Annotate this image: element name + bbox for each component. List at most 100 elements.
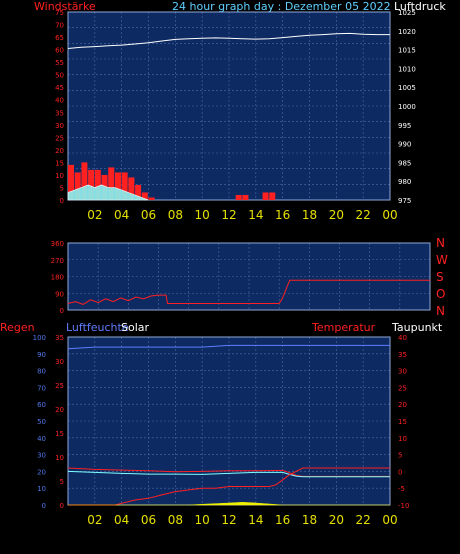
x-tick-label: 10: [195, 513, 210, 527]
x-tick-label: 18: [302, 513, 317, 527]
direction-letter-o: O: [436, 287, 446, 301]
regen-label: Regen: [0, 321, 35, 334]
y-tick-left: 45: [55, 84, 64, 92]
y-tick-right: 1010: [398, 65, 416, 73]
x-tick-label: 20: [329, 208, 344, 222]
x-tick-label: 16: [275, 208, 290, 222]
y-tick-right: 1005: [398, 84, 416, 92]
x-tick-label: 02: [87, 513, 102, 527]
x-tick-label: 08: [168, 208, 183, 222]
y-tick-right: 985: [398, 159, 411, 167]
wind-direction-line: [67, 279, 430, 305]
y-tick-left: 10: [37, 485, 46, 493]
y-tick-left2: 0: [60, 502, 64, 510]
y-tick-left: 50: [55, 72, 64, 80]
y-tick-left: 35: [55, 109, 64, 117]
y-tick-left: 60: [37, 401, 46, 409]
y-tick-right: 15: [398, 418, 407, 426]
x-tick-label: 02: [87, 208, 102, 222]
y-tick-left: 70: [55, 22, 64, 30]
y-tick-right: 975: [398, 197, 411, 205]
y-tick-left2: 35: [55, 334, 64, 342]
wind-gust-bar: [88, 169, 95, 200]
wind-gust-bar: [262, 192, 269, 200]
y-tick-left: 0: [60, 197, 64, 205]
y-tick-left: 30: [37, 452, 46, 460]
x-tick-label: 12: [221, 208, 236, 222]
x-tick-label: 22: [356, 208, 371, 222]
temperatur-label: Temperatur: [312, 321, 376, 334]
solar-label: Solar: [121, 321, 150, 334]
y-tick-left: 75: [55, 9, 64, 17]
luftfeuchte-label: Luftfeuchte: [66, 321, 129, 334]
y-tick-right: 0: [398, 468, 402, 476]
x-tick-label: 06: [141, 208, 156, 222]
x-tick-label: 08: [168, 513, 183, 527]
dewpoint-line: [67, 470, 390, 478]
y-tick-left: 70: [37, 384, 46, 392]
humidity-line: [67, 344, 390, 350]
rain-line: [68, 467, 390, 506]
pressure-line: [67, 32, 390, 49]
x-tick-label: 06: [141, 513, 156, 527]
y-tick-left: 30: [55, 122, 64, 130]
x-tick-label: 00: [382, 513, 397, 527]
wind-gust-bar: [242, 194, 249, 200]
y-tick-left: 80: [37, 368, 46, 376]
wind-gust-bar: [114, 172, 121, 200]
x-tick-label: 18: [302, 208, 317, 222]
wind-gust-bar: [141, 192, 148, 200]
x-tick-label: 04: [114, 208, 129, 222]
y-tick-left2: 5: [60, 478, 64, 486]
y-tick-right: 1000: [398, 103, 416, 111]
y-tick-left: 60: [55, 47, 64, 55]
direction-letter-n-top: N: [436, 236, 445, 250]
y-tick-left: 20: [55, 147, 64, 155]
y-tick-left: 25: [55, 134, 64, 142]
y-tick-right: 20: [398, 401, 407, 409]
chart-title: 24 hour graph day : Dezember 05 2022: [172, 0, 391, 13]
y-tick-right: 10: [398, 435, 407, 443]
wind-gust-bar: [68, 164, 74, 200]
wind-gust-bar: [81, 162, 88, 200]
luftdruck-label: Luftdruck: [394, 0, 446, 13]
y-tick-left: 360: [51, 240, 64, 248]
y-tick-left: 90: [55, 290, 64, 298]
y-tick-right: 1015: [398, 47, 416, 55]
y-tick-left: 20: [37, 468, 46, 476]
direction-letter-w: W: [436, 253, 448, 267]
y-tick-left: 270: [51, 257, 64, 265]
y-tick-right: 1020: [398, 28, 416, 36]
y-tick-left: 55: [55, 59, 64, 67]
wind-gust-bar: [108, 167, 115, 200]
x-tick-label: 10: [195, 208, 210, 222]
x-tick-label: 14: [248, 513, 263, 527]
direction-letter-n-bottom: N: [436, 304, 445, 318]
x-tick-label: 14: [248, 208, 263, 222]
y-tick-left: 180: [51, 274, 64, 282]
y-tick-left: 65: [55, 34, 64, 42]
y-tick-right: 25: [398, 384, 407, 392]
y-tick-left: 0: [60, 307, 64, 315]
wind-gust-bar: [148, 197, 155, 200]
x-tick-label: 12: [221, 513, 236, 527]
y-tick-left: 50: [37, 418, 46, 426]
x-tick-label: 00: [382, 208, 397, 222]
y-tick-right: 980: [398, 178, 411, 186]
y-tick-left: 10: [55, 172, 64, 180]
wind-gust-bar: [94, 169, 101, 200]
y-tick-left: 0: [42, 502, 46, 510]
y-tick-right: -10: [398, 502, 409, 510]
x-tick-label: 04: [114, 513, 129, 527]
x-tick-label: 16: [275, 513, 290, 527]
wind-gust-bar: [135, 184, 142, 200]
y-tick-left: 40: [55, 97, 64, 105]
y-tick-right: 1025: [398, 9, 416, 17]
y-tick-right: 35: [398, 351, 407, 359]
wind-speed-area: [67, 184, 149, 201]
y-tick-left: 5: [60, 184, 64, 192]
y-tick-left: 15: [55, 159, 64, 167]
wind-gust-bar: [235, 194, 242, 200]
y-tick-left2: 10: [55, 454, 64, 462]
